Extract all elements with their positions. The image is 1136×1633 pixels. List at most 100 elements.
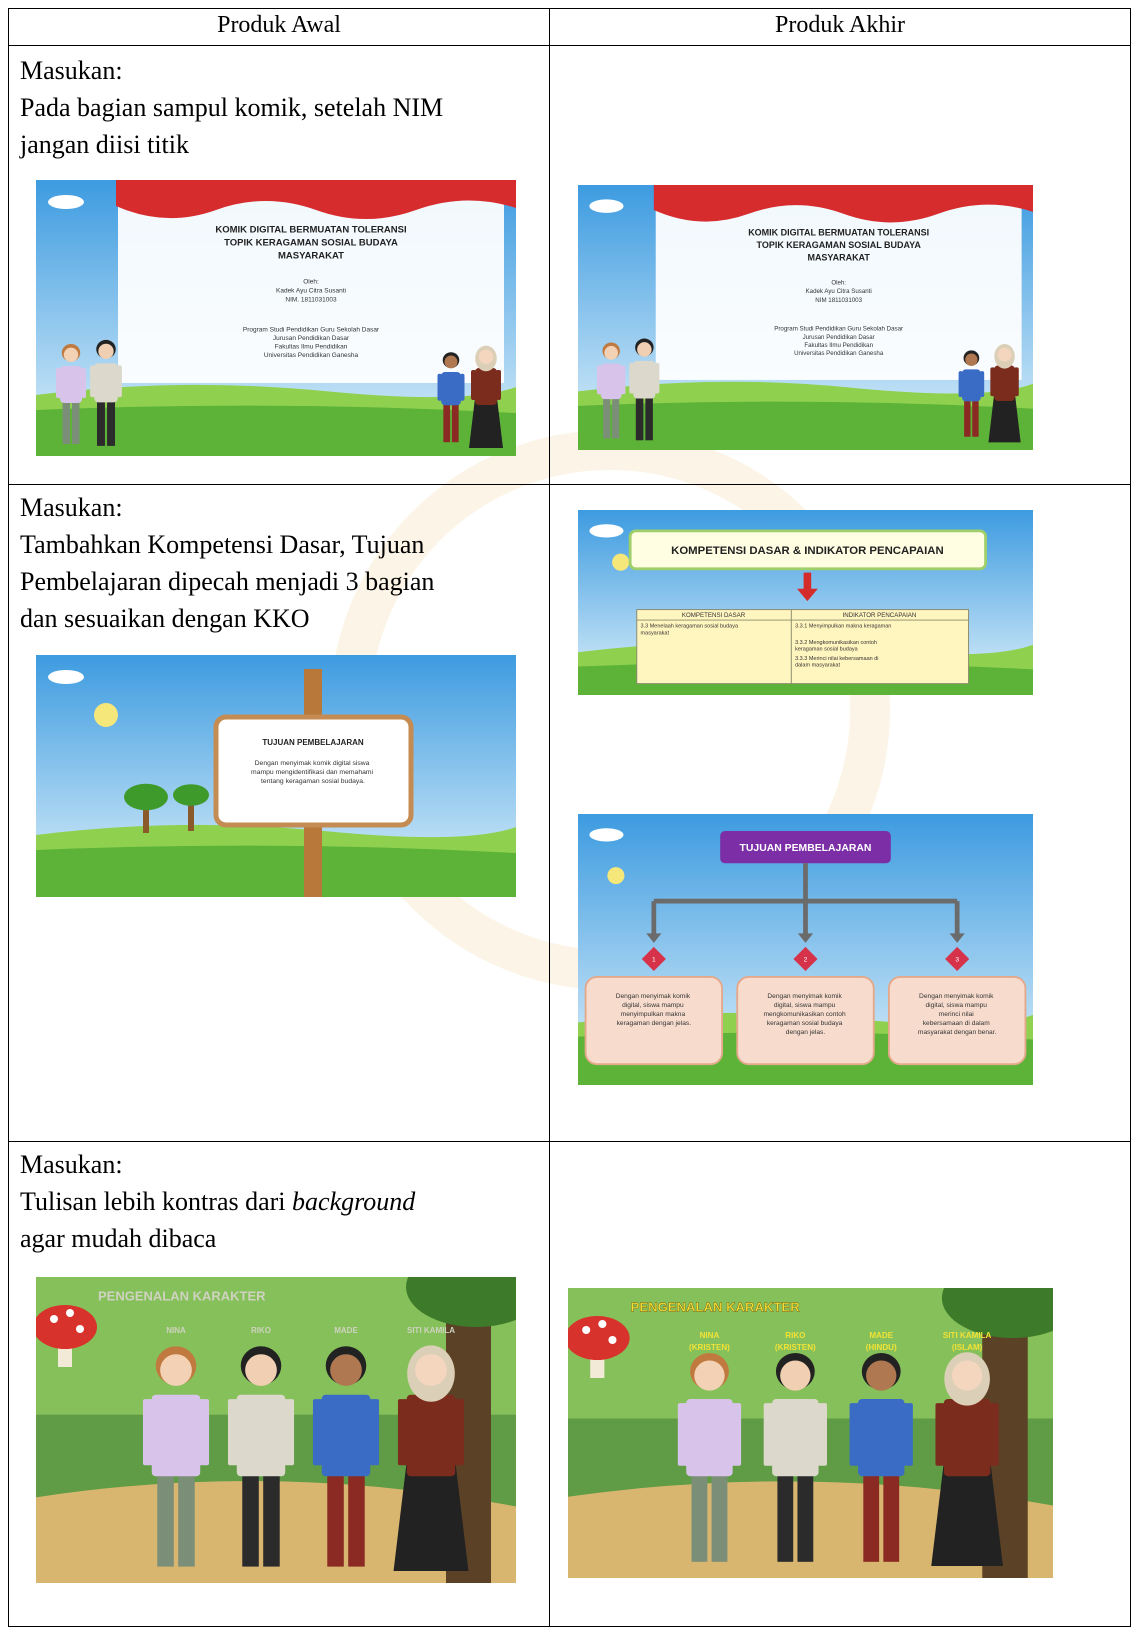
character-slide: PENGENALAN KARAKTER NINA (KRISTEN) RIKO (KRI… [568, 1288, 1053, 1578]
arm [730, 1403, 742, 1466]
tree-top [941, 1288, 1053, 1338]
goal-text: Dengan menyimak komik digital, siswa mam… [764, 993, 848, 1036]
slide-body-line: Dengan menyimak komik digital siswa [255, 760, 372, 767]
head [478, 349, 494, 364]
torso [994, 365, 1015, 402]
mushroom-dot [76, 1325, 84, 1333]
grass [578, 401, 1033, 450]
arm [654, 362, 660, 394]
torso [441, 372, 461, 406]
arm [142, 1399, 154, 1466]
torso [962, 369, 981, 402]
leg [691, 1472, 708, 1562]
kd-competency-line: masyarakat [641, 631, 670, 637]
arrow-head [949, 933, 965, 943]
slide-title: MASYARAKAT [807, 252, 870, 262]
slide-title: KOMPETENSI DASAR & INDIKATOR PENCAPAIAN [671, 545, 944, 557]
border [8, 1626, 1131, 1627]
mushroom-dot [66, 1309, 74, 1317]
mushroom-dot [598, 1320, 607, 1328]
torso [686, 1398, 733, 1477]
leg [777, 1472, 794, 1562]
character-name: MADE [334, 1326, 358, 1335]
character-name: RIKO [251, 1326, 271, 1335]
cover-slide: KOMIK DIGITAL BERMUATAN TOLERANSI TOPIK K… [578, 185, 1033, 450]
mushroom-cap [36, 1305, 97, 1349]
slide-institution: Fakultas Ilmu Pendidikan [275, 344, 348, 351]
mushroom-dot [582, 1326, 591, 1334]
goal-text-line: digital, siswa mampu [774, 1002, 837, 1009]
goal-text: Dengan menyimak komik digital, siswa mam… [616, 993, 692, 1027]
kd-indicator: 3.3.1 Menyimpulkan makna keragaman [795, 624, 891, 630]
arm [283, 1399, 295, 1466]
character-name: SITI KAMILA [407, 1326, 455, 1335]
panel [118, 198, 504, 383]
leg [242, 1471, 259, 1567]
cloud [589, 524, 624, 538]
title-box [628, 529, 988, 571]
panel [655, 202, 1022, 380]
mushroom-cap [568, 1316, 630, 1360]
connector [651, 863, 960, 936]
kd-table [636, 609, 970, 685]
arm [979, 371, 985, 397]
grass [36, 845, 516, 897]
kd-competency-line: 3.3 Menelaah keragaman sosial budaya [641, 624, 740, 630]
character-slide: PENGENALAN KARAKTER NINA RIKO MADE SITI KAMI… [36, 1277, 516, 1583]
goal-text-line: masyarakat dengan benar. [918, 1029, 997, 1036]
slide-body: Dengan menyimak komik digital siswa mamp… [251, 760, 375, 785]
slide-title: PENGENALAN KARAKTER [631, 1299, 801, 1314]
slide-nim: NIM 1811031003 [815, 297, 862, 304]
border [1130, 8, 1131, 1627]
slide-title: TOPIK KERAGAMAN SOSIAL BUDAYA [224, 238, 398, 249]
goal-text-line: kebersamaan di dalam [923, 1020, 992, 1027]
border [8, 484, 1131, 485]
goal-slide: TUJUAN PEMBELAJARAN Dengan menyimak komik… [36, 655, 516, 897]
arm [368, 1399, 380, 1466]
arm [198, 1399, 210, 1466]
leg [883, 1472, 900, 1562]
arm [849, 1403, 861, 1466]
torso [236, 1394, 286, 1477]
slide-institution: Universitas Pendidikan Ganesha [794, 350, 884, 357]
header-cell: Produk Awal [217, 12, 341, 38]
torso [858, 1398, 905, 1477]
trunk [188, 803, 194, 831]
goal-text-line: Dengan menyimak komik [767, 993, 843, 1000]
goal-number: 1 [652, 957, 656, 964]
leg [443, 403, 451, 443]
head [415, 1354, 447, 1386]
leg [645, 396, 653, 441]
border [8, 8, 9, 1627]
cloud [589, 828, 624, 842]
feedback-italic: background [292, 1187, 416, 1216]
arm [990, 367, 996, 397]
kd-indicator-line: 3.3.3 Merinci nilai kebersamaan di [795, 656, 880, 662]
head [694, 1360, 725, 1391]
kd-indicator-line: dalam masyarakat [795, 663, 840, 669]
goal-text: Dengan menyimak komik digital, siswa mam… [918, 993, 997, 1036]
leg [612, 397, 620, 439]
mushroom-dot [50, 1315, 58, 1323]
header-cell: Produk Akhir [774, 12, 905, 38]
arm [816, 1403, 827, 1466]
leg [178, 1471, 195, 1567]
border [549, 8, 550, 1627]
goal-text-line: Dengan menyimak komik [919, 993, 995, 1000]
kd-competency: 3.3 Menelaah keragaman sosial budaya mas… [641, 624, 740, 637]
torso [151, 1394, 201, 1477]
slide-by: Oleh: [303, 279, 319, 286]
cover-slide: KOMIK DIGITAL BERMUATAN TOLERANSI TOPIK K… [36, 180, 516, 456]
tree [124, 783, 168, 811]
goal-number: 3 [955, 957, 959, 964]
leg [157, 1471, 174, 1567]
cloud [589, 199, 624, 213]
goal-box [584, 976, 724, 1066]
character-name: SITI KAMILA [943, 1331, 992, 1340]
leg [451, 403, 459, 443]
slide-institution: Program Studi Pendidikan Guru Sekolah Da… [774, 326, 903, 333]
leg [327, 1471, 344, 1567]
arm [620, 365, 626, 395]
sun [612, 553, 630, 571]
